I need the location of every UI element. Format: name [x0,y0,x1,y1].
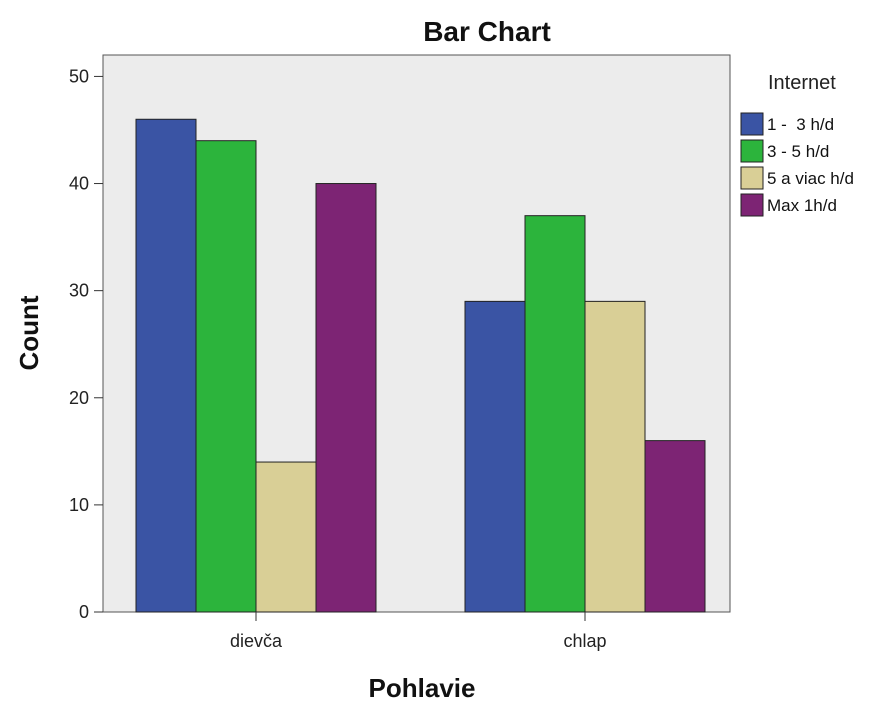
legend-label: 1 - 3 h/d [767,115,834,134]
y-axis: 0 10 20 30 40 50 [69,66,103,622]
x-tick-label: dievča [230,631,283,651]
legend: Internet 1 - 3 h/d 3 - 5 h/d 5 a viac h/d M… [740,72,854,217]
bar [255,461,317,613]
y-tick-label: 50 [69,66,89,86]
x-tick-label: chlap [563,631,606,651]
bar [644,440,706,613]
x-axis: dievča chlap [230,612,607,651]
bar [135,118,197,613]
legend-swatch [740,193,764,217]
legend-swatch [740,139,764,163]
legend-title: Internet [768,72,836,94]
y-tick-label: 20 [69,388,89,408]
y-tick-label: 30 [69,281,89,301]
y-tick-label: 10 [69,495,89,515]
legend-swatch [740,166,764,190]
chart-title: Bar Chart [423,16,551,47]
bars-group [135,118,706,613]
x-axis-title: Pohlavie [369,673,476,703]
legend-swatch [740,112,764,136]
bar [315,183,377,613]
legend-label: 5 a viac h/d [767,169,854,188]
bar [584,300,646,613]
y-tick-label: 0 [79,602,89,622]
bar [464,300,526,613]
legend-label: 3 - 5 h/d [767,142,829,161]
legend-label: Max 1h/d [767,196,837,215]
bar [195,140,257,613]
bar [524,215,586,613]
y-axis-title: Count [14,295,44,370]
y-tick-label: 40 [69,174,89,194]
